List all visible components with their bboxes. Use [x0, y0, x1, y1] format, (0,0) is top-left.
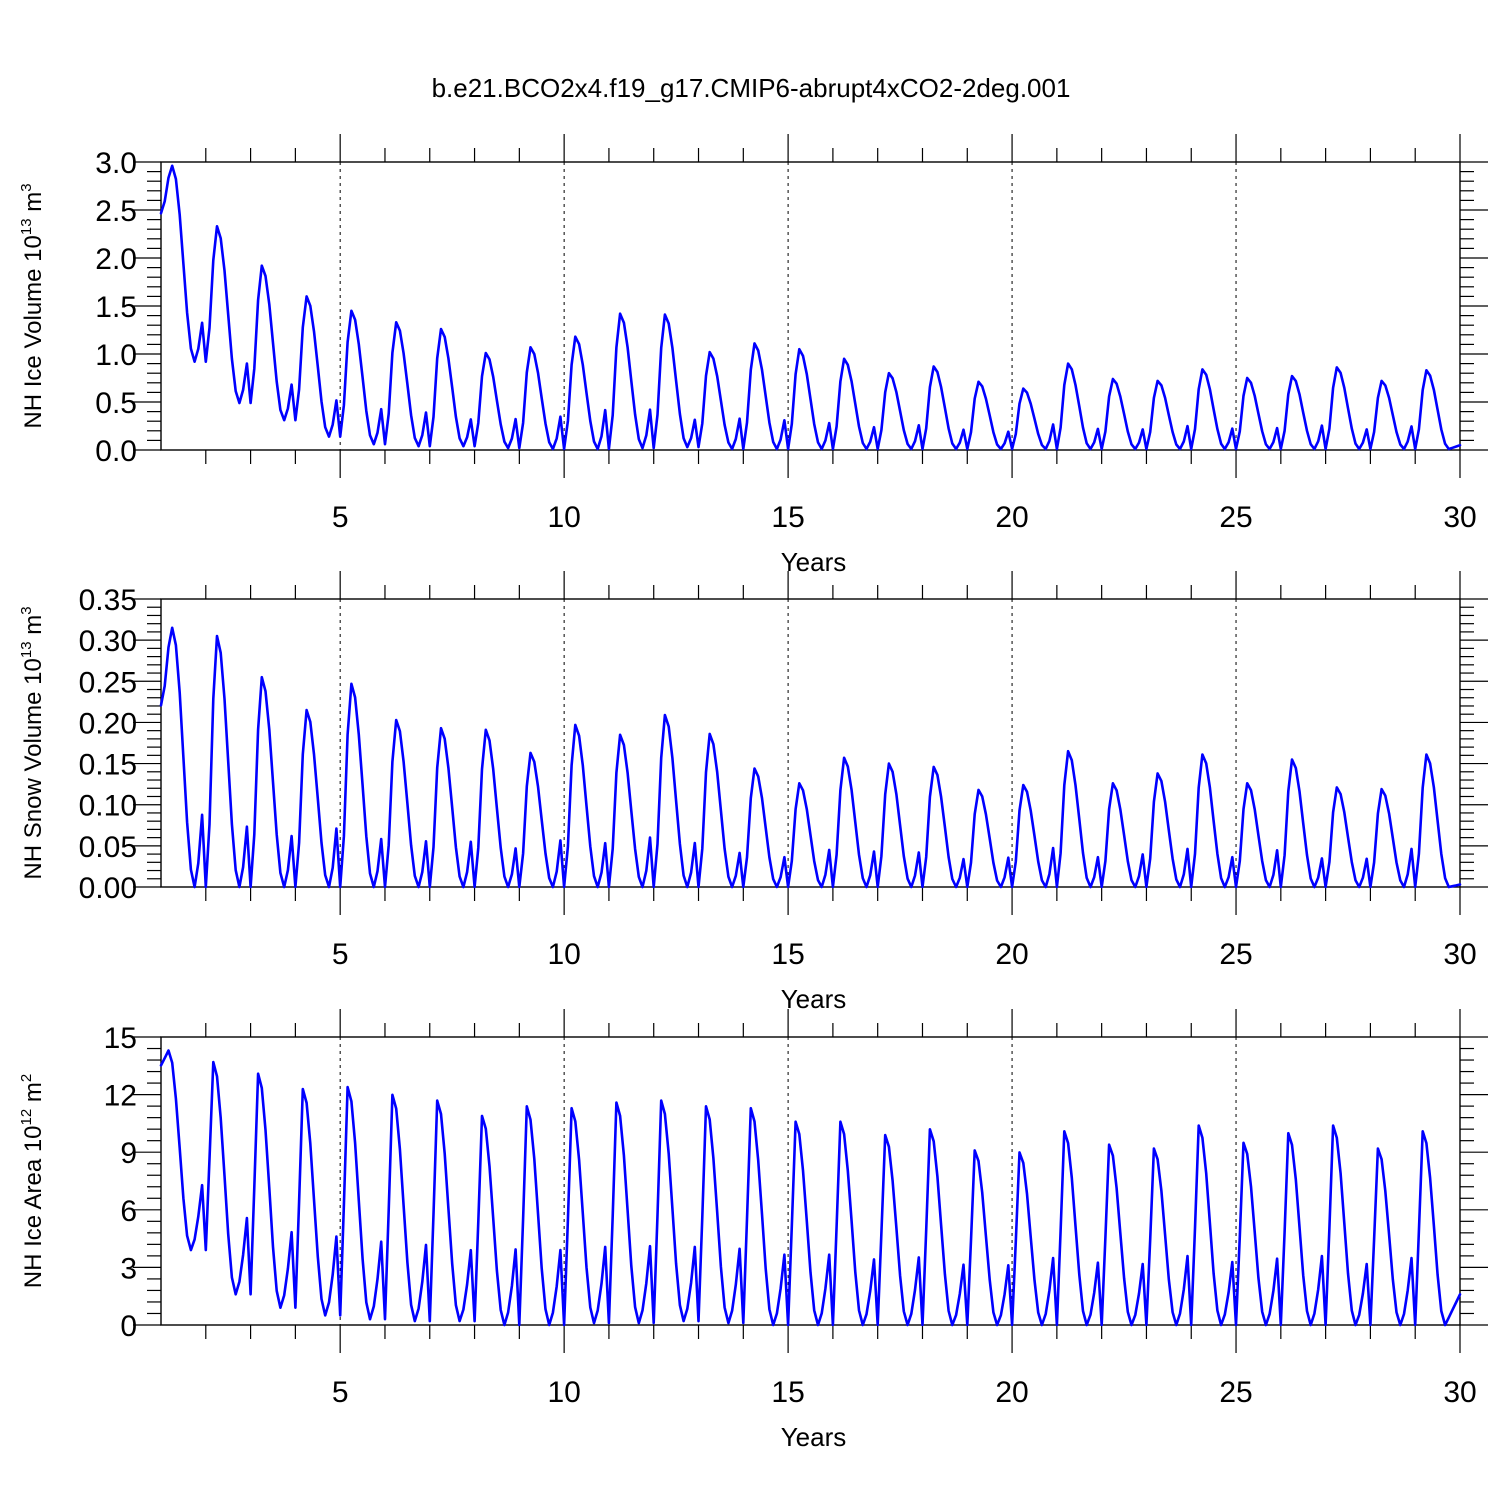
series-line-ice-volume: [159, 164, 1462, 451]
series-line-snow-volume: [159, 626, 1462, 889]
y-tick-label: 1.5: [95, 291, 137, 324]
x-tick-label: 15: [771, 938, 804, 971]
y-axis-label-text: NH Snow Volume 10: [20, 658, 47, 879]
x-tick-label: 10: [547, 1376, 580, 1409]
x-axis-label: Years: [781, 547, 847, 577]
y-tick-label: 0.35: [79, 584, 137, 617]
x-tick-label: 25: [1219, 1376, 1252, 1409]
x-tick-label: 20: [995, 1376, 1028, 1409]
plot-frame: [160, 598, 1461, 888]
y-tick-label: 0.30: [79, 625, 137, 658]
y-tick-label: 3: [120, 1252, 137, 1285]
y-axis-label-superscript: 3: [18, 606, 35, 614]
series-line-ice-area: [159, 1049, 1462, 1327]
y-axis-label-text: m: [20, 192, 47, 219]
y-tick-label: 9: [120, 1137, 137, 1170]
y-tick-label: 1.0: [95, 339, 137, 372]
y-axis-label-superscript: 13: [18, 218, 35, 235]
y-tick-label: 0.0: [95, 435, 137, 468]
y-axis-label: NH Ice Area 1012 m2: [18, 1074, 47, 1288]
y-tick-label: 0.5: [95, 387, 137, 420]
x-tick-label: 10: [547, 501, 580, 534]
x-tick-label: 30: [1443, 501, 1476, 534]
x-tick-label: 5: [332, 938, 349, 971]
y-axis-label-superscript: 13: [18, 641, 35, 658]
y-tick-label: 0.10: [79, 790, 137, 823]
y-axis-label-superscript: 2: [18, 1074, 35, 1082]
plot-frame: [160, 1036, 1461, 1326]
y-tick-label: 0: [120, 1310, 137, 1343]
x-tick-label: 5: [332, 1376, 349, 1409]
y-tick-label: 15: [104, 1022, 137, 1055]
y-axis-label: NH Snow Volume 1013 m3: [18, 606, 47, 879]
x-tick-label: 10: [547, 938, 580, 971]
x-tick-label: 20: [995, 501, 1028, 534]
x-tick-label: 5: [332, 501, 349, 534]
y-axis-label-text: m: [20, 615, 47, 642]
y-axis-label-text: NH Ice Volume 10: [20, 235, 47, 428]
panel-snow-volume: 5 10 15 20 25 30 0.00 0.05 0.10 0.15 0.20 0.25 0.30 0…: [18, 571, 1488, 1014]
y-tick-label: 0.05: [79, 831, 137, 864]
x-tick-label: 15: [771, 1376, 804, 1409]
y-axis-label-superscript: 12: [18, 1109, 35, 1126]
y-tick-label: 0.15: [79, 749, 137, 782]
x-tick-label: 25: [1219, 501, 1252, 534]
y-tick-label: 2.0: [95, 243, 137, 276]
y-axis-label: NH Ice Volume 1013 m3: [18, 183, 47, 428]
y-tick-label: 0.00: [79, 872, 137, 905]
y-tick-label: 2.5: [95, 195, 137, 228]
y-axis-label-text: m: [20, 1082, 47, 1109]
y-axis-label-text: NH Ice Area 10: [20, 1125, 47, 1288]
y-tick-label: 3.0: [95, 147, 137, 180]
y-tick-label: 12: [104, 1080, 137, 1113]
y-tick-label: 0.20: [79, 707, 137, 740]
x-tick-label: 20: [995, 938, 1028, 971]
x-axis-label: Years: [781, 1422, 847, 1452]
x-tick-label: 30: [1443, 1376, 1476, 1409]
chart-title: b.e21.BCO2x4.f19_g17.CMIP6-abrupt4xCO2-2…: [432, 73, 1071, 103]
x-tick-label: 15: [771, 501, 804, 534]
panel-ice-volume: 5 10 15 20 25 30 0.0 0.5 1.0 1.5 2.0 2.5 3.0 Years NH …: [18, 134, 1488, 577]
y-tick-label: 0.25: [79, 666, 137, 699]
x-axis-label: Years: [781, 984, 847, 1014]
y-axis-label-superscript: 3: [18, 183, 35, 191]
y-tick-label: 6: [120, 1195, 137, 1228]
x-tick-label: 25: [1219, 938, 1252, 971]
x-tick-label: 30: [1443, 938, 1476, 971]
